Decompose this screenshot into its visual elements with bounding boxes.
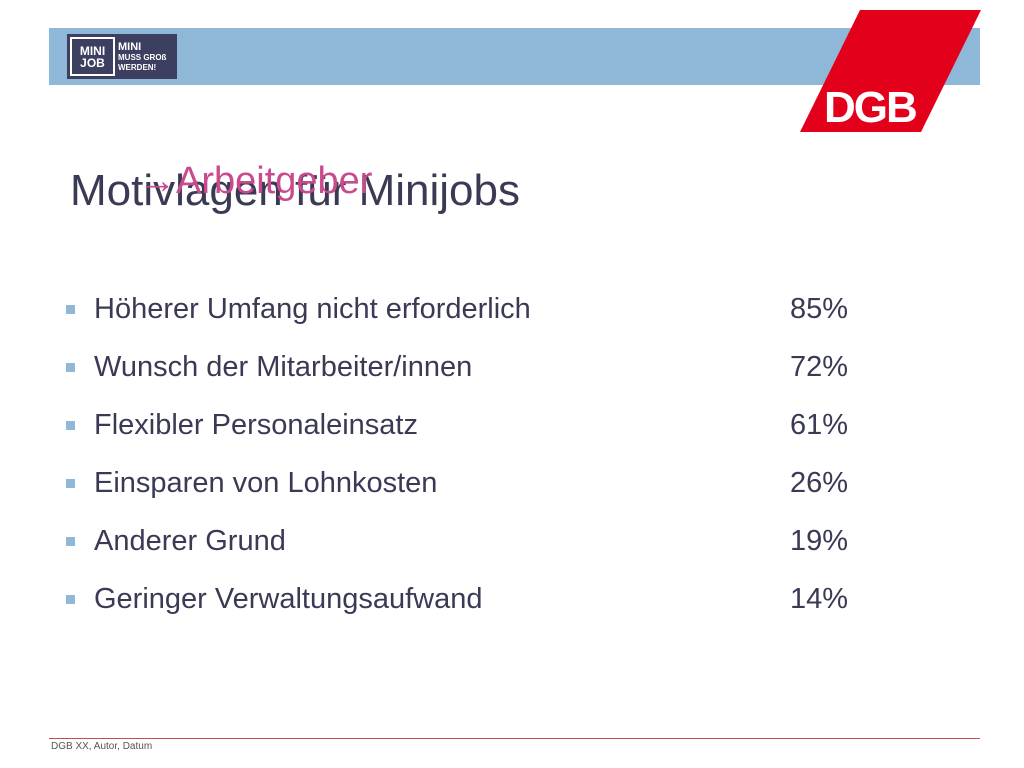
logo-claim-line1: MINI xyxy=(118,40,142,53)
item-label: Anderer Grund xyxy=(94,524,286,557)
dgb-logo: DGB xyxy=(800,10,981,132)
dgb-logo-shape xyxy=(800,10,981,132)
bullet-icon xyxy=(66,304,75,314)
item-label: Flexibler Personaleinsatz xyxy=(94,408,418,441)
item-value: 14% xyxy=(790,582,849,615)
bullet-icon xyxy=(66,362,75,372)
bullet-icon xyxy=(66,420,75,430)
title-main: Motivlagen für Minijobs xyxy=(70,166,520,215)
slide-title: Motivlagen für Minijobs →Arbeitgeber xyxy=(70,160,670,230)
title-overlay-arbeitgeber: →Arbeitgeber xyxy=(138,160,373,202)
list-item: Geringer Verwaltungsaufwand 14% xyxy=(66,570,886,628)
item-value: 19% xyxy=(790,524,849,557)
bullet-icon xyxy=(66,594,75,604)
list-item: Anderer Grund 19% xyxy=(66,512,886,570)
minijob-logo: MINI JOB MINI MUSS GROß WERDEN! xyxy=(67,34,177,79)
footer-text: DGB XX, Autor, Datum xyxy=(51,741,153,752)
item-label: Wunsch der Mitarbeiter/innen xyxy=(94,350,473,383)
logo-box-line2: JOB xyxy=(80,55,105,70)
logo-box-line1: MINI xyxy=(79,43,106,58)
item-label: Einsparen von Lohnkosten xyxy=(94,466,438,499)
item-value: 26% xyxy=(790,466,849,499)
item-value: 85% xyxy=(790,292,849,325)
item-label: Geringer Verwaltungsaufwand xyxy=(94,582,483,615)
item-label: Höherer Umfang nicht erforderlich xyxy=(94,292,531,325)
list-item: Einsparen von Lohnkosten 26% xyxy=(66,454,886,512)
item-value: 61% xyxy=(790,408,849,441)
logo-claim-line2: MUSS GROß xyxy=(118,52,167,62)
bullet-icon xyxy=(66,478,75,488)
motive-list: Höherer Umfang nicht erforderlich 85% Wu… xyxy=(66,280,886,628)
minijob-logo-box: MINI JOB xyxy=(70,37,115,76)
list-item: Flexibler Personaleinsatz 61% xyxy=(66,396,886,454)
item-value: 72% xyxy=(790,350,849,383)
list-item: Höherer Umfang nicht erforderlich 85% xyxy=(66,280,886,338)
minijob-logo-claim: MINI MUSS GROß WERDEN! xyxy=(118,41,166,73)
footer-divider xyxy=(49,738,980,739)
bullet-icon xyxy=(66,536,75,546)
list-item: Wunsch der Mitarbeiter/innen 72% xyxy=(66,338,886,396)
dgb-logo-text: DGB xyxy=(824,83,916,132)
header-band xyxy=(49,28,980,85)
logo-claim-line3: WERDEN! xyxy=(118,62,157,72)
